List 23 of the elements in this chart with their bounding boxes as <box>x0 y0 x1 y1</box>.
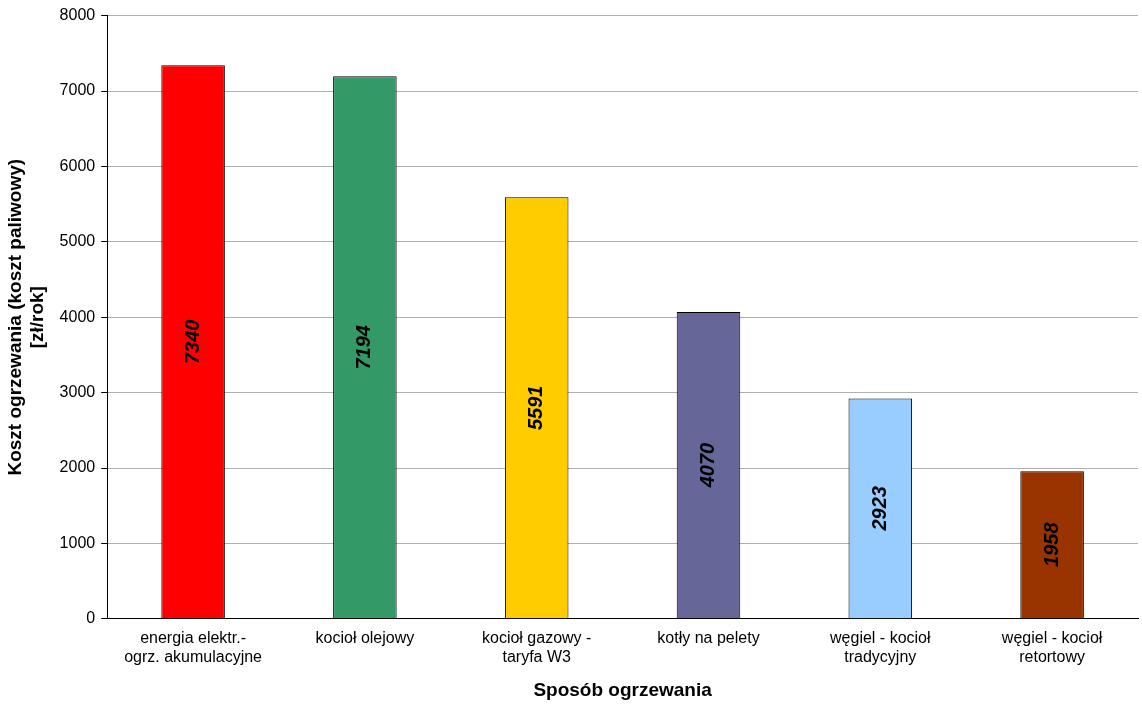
y-tick-label: 0 <box>86 609 96 627</box>
y-tick-label: 6000 <box>59 156 96 174</box>
data-label: 1958 <box>1039 521 1062 567</box>
data-label: 2923 <box>867 486 890 532</box>
data-label: 4070 <box>696 442 719 489</box>
x-axis-title: Sposób ogrzewania <box>533 678 713 700</box>
x-tick-label: kocioł gazowy - taryfa W3 <box>482 628 592 666</box>
data-label: 5591 <box>524 385 547 431</box>
x-tick-label: węgiel - kocioł retortowy <box>1000 628 1103 666</box>
y-tick-label: 7000 <box>59 81 96 99</box>
y-tick-label: 8000 <box>59 6 96 24</box>
y-tick-label: 4000 <box>59 307 96 325</box>
x-tick-label: kotły na pelety <box>657 628 760 646</box>
y-axis-title: Koszt ogrzewania (koszt paliwowy) [zł/rok] <box>3 158 48 476</box>
y-tick-label: 3000 <box>59 383 96 401</box>
x-tick-label: energia elektr.- ogrz. akumulacyjne <box>124 628 263 666</box>
x-tick-label: kocioł olejowy <box>315 628 415 646</box>
x-tick-label: węgiel - kocioł tradycyjny <box>829 628 931 666</box>
y-tick-label: 1000 <box>59 533 96 551</box>
y-tick-label: 5000 <box>59 232 96 250</box>
data-label: 7194 <box>352 325 375 370</box>
data-label: 7340 <box>180 319 203 365</box>
y-tick-label: 2000 <box>59 458 96 476</box>
